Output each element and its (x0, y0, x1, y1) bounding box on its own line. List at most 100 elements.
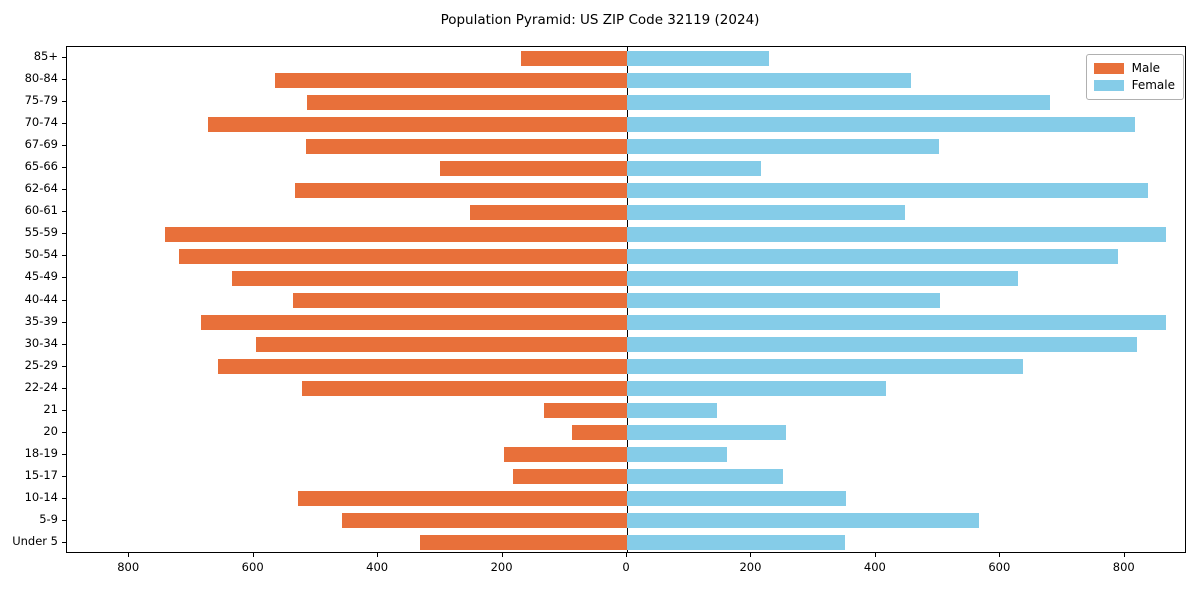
bar-male-75-79 (306, 94, 627, 110)
bar-male-under-5 (419, 535, 627, 551)
y-tick-label-5-9: 5-9 (39, 511, 58, 526)
x-tick-mark (377, 553, 379, 557)
y-tick-label-35-39: 35-39 (24, 313, 58, 328)
x-tick-label: 600 (988, 560, 1011, 574)
bar-female-67-69 (627, 138, 940, 154)
y-tick-mark (62, 57, 66, 59)
y-tick-label-80-84: 80-84 (24, 71, 58, 86)
legend-item-male[interactable]: Male (1093, 60, 1175, 77)
bar-female-5-9 (627, 513, 979, 529)
y-tick-mark (62, 475, 66, 477)
y-tick-label-under-5: Under 5 (12, 533, 58, 548)
y-tick-label-10-14: 10-14 (24, 489, 58, 504)
y-tick-mark (62, 299, 66, 301)
legend-label-female: Female (1131, 78, 1175, 92)
y-tick-label-62-64: 62-64 (24, 181, 58, 196)
y-tick-mark (62, 101, 66, 103)
y-tick-mark (62, 497, 66, 499)
y-tick-mark (62, 167, 66, 169)
y-tick-label-21: 21 (43, 401, 58, 416)
bar-female-40-44 (627, 293, 940, 308)
bar-male-45-49 (231, 270, 627, 286)
bar-male-67-69 (305, 138, 627, 154)
bar-male-21 (543, 403, 627, 419)
x-tick-mark (252, 553, 254, 557)
y-tick-label-30-34: 30-34 (24, 335, 58, 350)
bar-male-20 (572, 425, 627, 441)
y-tick-label-22-24: 22-24 (24, 379, 58, 394)
x-tick-mark (128, 553, 130, 557)
y-tick-mark (62, 277, 66, 279)
bar-female-35-39 (627, 315, 1166, 331)
y-tick-label-55-59: 55-59 (24, 225, 58, 240)
bar-female-25-29 (627, 359, 1024, 375)
bar-male-85- (520, 50, 627, 66)
y-tick-mark (62, 255, 66, 257)
bar-female-70-74 (627, 116, 1136, 132)
y-tick-label-40-44: 40-44 (24, 291, 58, 306)
y-tick-label-20: 20 (43, 423, 58, 438)
bar-male-18-19 (504, 447, 627, 463)
y-tick-label-75-79: 75-79 (24, 93, 58, 108)
bar-female-85- (627, 50, 769, 66)
bar-female-21 (627, 403, 717, 419)
bar-male-60-61 (469, 204, 627, 220)
x-tick-label: 400 (366, 560, 389, 574)
y-tick-label-18-19: 18-19 (24, 445, 58, 460)
y-tick-mark (62, 233, 66, 235)
x-tick-label: 600 (241, 560, 264, 574)
bar-female-15-17 (627, 469, 784, 485)
legend-item-female[interactable]: Female (1093, 77, 1175, 94)
x-tick-mark (1123, 553, 1125, 557)
plot-area (66, 46, 1186, 553)
legend-swatch-female (1093, 80, 1124, 91)
x-tick-mark (874, 553, 876, 557)
bar-female-under-5 (627, 535, 846, 551)
bar-male-62-64 (294, 182, 627, 198)
y-tick-label-25-29: 25-29 (24, 357, 58, 372)
bar-male-30-34 (255, 337, 627, 353)
x-tick-label: 200 (739, 560, 762, 574)
legend-label-male: Male (1131, 61, 1161, 75)
bar-male-5-9 (342, 513, 627, 529)
bar-male-40-44 (292, 293, 627, 308)
y-tick-mark (62, 343, 66, 345)
bar-female-75-79 (627, 94, 1051, 110)
bar-female-22-24 (627, 381, 886, 397)
bar-male-15-17 (513, 469, 627, 485)
y-tick-mark (62, 145, 66, 147)
legend-swatch-male (1093, 63, 1124, 74)
x-tick-mark (501, 553, 503, 557)
legend: Male Female (1085, 54, 1184, 100)
y-tick-label-15-17: 15-17 (24, 467, 58, 482)
y-tick-mark (62, 519, 66, 521)
x-tick-mark (999, 553, 1001, 557)
y-tick-mark (62, 541, 66, 543)
bar-female-62-64 (627, 182, 1149, 198)
bar-female-60-61 (627, 204, 906, 220)
bar-female-55-59 (627, 226, 1166, 242)
bar-female-45-49 (627, 270, 1019, 286)
bar-male-70-74 (208, 116, 627, 132)
y-tick-mark (62, 211, 66, 213)
y-tick-mark (62, 321, 66, 323)
bar-female-18-19 (627, 447, 727, 463)
y-tick-label-65-66: 65-66 (24, 159, 58, 174)
bar-female-10-14 (627, 491, 847, 507)
y-tick-label-50-54: 50-54 (24, 247, 58, 262)
bar-male-50-54 (179, 248, 627, 264)
y-tick-label-67-69: 67-69 (24, 137, 58, 152)
bar-male-55-59 (165, 226, 627, 242)
y-tick-label-85-: 85+ (33, 49, 58, 64)
bar-female-50-54 (627, 248, 1118, 264)
bar-female-80-84 (627, 72, 912, 88)
bar-male-22-24 (301, 381, 627, 397)
bar-male-10-14 (297, 491, 627, 507)
chart-title: Population Pyramid: US ZIP Code 32119 (2… (440, 12, 760, 28)
bar-female-20 (627, 425, 787, 441)
y-tick-mark (62, 453, 66, 455)
x-tick-label: 800 (117, 560, 140, 574)
y-tick-label-45-49: 45-49 (24, 269, 58, 284)
bar-male-80-84 (275, 72, 627, 88)
